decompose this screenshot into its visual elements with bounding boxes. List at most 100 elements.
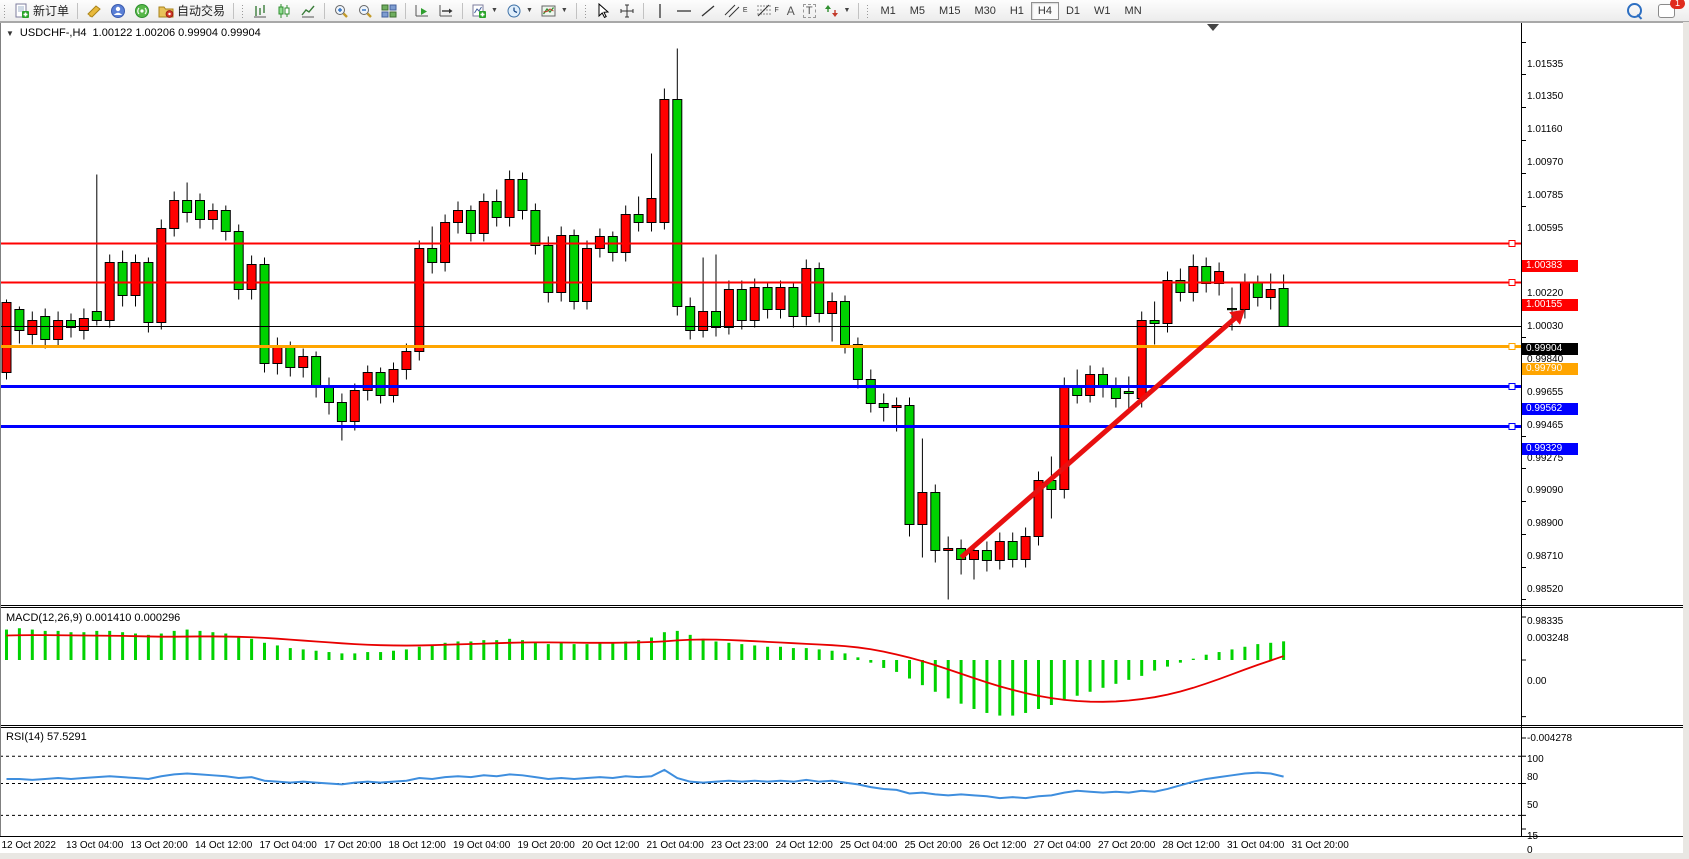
line-chart-button[interactable] — [296, 1, 320, 21]
search-button[interactable] — [1623, 1, 1646, 21]
macd-histogram-bar — [1037, 660, 1040, 709]
time-axis-label: 19 Oct 04:00 — [453, 840, 511, 851]
candle-body — [943, 548, 954, 551]
equidistant-channel-tool-button[interactable]: E — [720, 1, 752, 21]
fibonacci-icon — [756, 3, 772, 19]
macd-histogram-bar — [1191, 658, 1195, 660]
cursor-tool-button[interactable] — [591, 1, 615, 21]
toolbar-grip[interactable] — [241, 3, 246, 18]
macd-histogram-bar — [263, 642, 266, 660]
signals-button[interactable] — [130, 1, 154, 21]
line-end-marker[interactable] — [1508, 343, 1516, 350]
macd-histogram-bar — [237, 636, 241, 660]
macd-histogram-bar — [82, 632, 86, 660]
chart-window[interactable]: ▼ USDCHF-,H4 1.00122 1.00206 0.99904 0.9… — [0, 22, 1689, 859]
price-axis-tick-label: 0.99465 — [1527, 419, 1564, 431]
community-button[interactable] — [106, 1, 130, 21]
trend-arrow-annotation[interactable] — [959, 314, 1240, 560]
candle-body — [994, 541, 1005, 561]
candlestick-chart-button[interactable] — [272, 1, 296, 21]
time-axis-label: 21 Oct 04:00 — [646, 840, 704, 851]
arrows-icon — [824, 3, 840, 19]
timeframe-d1-button[interactable]: D1 — [1065, 4, 1081, 17]
candle-body — [285, 346, 296, 368]
metaeditor-button[interactable] — [82, 1, 106, 21]
autotrading-button[interactable]: 自动交易 — [154, 1, 229, 21]
timeframe-m15-button[interactable]: M15 — [939, 4, 961, 17]
time-axis-label: 24 Oct 12:00 — [775, 840, 833, 851]
macd-histogram-bar — [1243, 646, 1247, 660]
line-end-marker[interactable] — [1508, 240, 1516, 247]
toolbar-grip[interactable] — [583, 3, 588, 18]
vertical-line-tool-button[interactable] — [648, 1, 672, 21]
price-axis-tick-label: 0.99275 — [1527, 452, 1564, 464]
candle-body — [504, 179, 515, 218]
time-axis-label: 26 Oct 12:00 — [969, 840, 1027, 851]
price-line-label: 0.99790 — [1522, 362, 1578, 375]
macd-histogram-bar — [1166, 660, 1169, 667]
zoom-out-button[interactable] — [353, 1, 377, 21]
timeframe-m1-button[interactable]: M1 — [880, 4, 896, 17]
macd-histogram-bar — [521, 640, 524, 660]
arrows-tool-button[interactable]: ▼ — [820, 1, 855, 21]
timeframe-m30-button[interactable]: M30 — [974, 4, 996, 17]
zoom-in-button[interactable] — [329, 1, 353, 21]
price-line-label: 1.00383 — [1522, 259, 1578, 272]
line-end-marker[interactable] — [1508, 279, 1516, 286]
timeframe-mn-button[interactable]: MN — [1124, 4, 1142, 17]
candle-body — [1, 302, 12, 373]
candle-body — [543, 245, 554, 293]
candle-body — [27, 320, 38, 335]
candle-body — [1239, 282, 1250, 310]
macd-histogram-bar — [224, 633, 228, 660]
toolbar-grip[interactable] — [866, 3, 871, 18]
candle-body — [104, 262, 115, 321]
templates-button[interactable]: ▼ — [537, 1, 572, 21]
timeframe-w1-button[interactable]: W1 — [1094, 4, 1111, 17]
candle-body — [775, 287, 786, 310]
toolbar-grip[interactable] — [3, 3, 7, 18]
new-order-button[interactable]: 新订单 — [10, 1, 73, 21]
chart-shift-marker-icon[interactable] — [1207, 24, 1219, 31]
text-tool-button[interactable]: A — [783, 1, 799, 21]
crosshair-tool-button[interactable] — [615, 1, 639, 21]
line-end-marker[interactable] — [1508, 423, 1516, 430]
text-label-tool-button[interactable]: T — [799, 1, 820, 21]
timeframe-h4-button[interactable]: H4 — [1030, 1, 1059, 20]
timeframe-m5-button[interactable]: M5 — [909, 4, 926, 17]
candle-body — [195, 200, 205, 220]
one-click-trading-toggle-icon[interactable]: ▼ — [6, 28, 14, 38]
auto-scroll-button[interactable] — [410, 1, 434, 21]
period-selector-button[interactable]: ▼ — [502, 1, 537, 21]
trendline-tool-button[interactable] — [696, 1, 720, 21]
time-axis-label: 12 Oct 2022 — [1, 840, 56, 851]
candle-body — [1175, 280, 1186, 293]
candle-body — [865, 379, 876, 404]
chart-canvas[interactable] — [0, 22, 1689, 853]
candle-body — [659, 99, 670, 223]
candle-body — [930, 492, 941, 551]
macd-histogram-bar — [134, 633, 137, 660]
chart-shift-button[interactable] — [434, 1, 458, 21]
fibonacci-tool-button[interactable]: F — [752, 1, 783, 21]
macd-histogram-bar — [1049, 660, 1053, 706]
macd-histogram-bar — [1140, 660, 1144, 676]
chat-button[interactable]: 1 — [1654, 0, 1685, 21]
price-line-label: 0.99562 — [1522, 402, 1578, 415]
tile-windows-button[interactable] — [377, 1, 401, 21]
zoom-in-icon — [333, 3, 349, 19]
toolbar: 新订单 自动交易 — [0, 0, 1689, 22]
macd-histogram-bar — [740, 644, 744, 660]
line-end-marker[interactable] — [1508, 383, 1516, 390]
price-axis-tick-label: 0.98710 — [1527, 550, 1564, 562]
horizontal-line-tool-button[interactable] — [672, 1, 696, 21]
price-axis-tick-label: 1.00030 — [1527, 320, 1564, 332]
auto-scroll-icon — [414, 3, 430, 19]
timeframe-h1-button[interactable]: H1 — [1009, 4, 1024, 17]
bar-chart-button[interactable] — [248, 1, 272, 21]
time-axis-label: 23 Oct 23:00 — [711, 840, 769, 851]
macd-histogram-bar — [585, 644, 589, 660]
macd-histogram-bar — [250, 638, 254, 660]
new-chart-button[interactable]: ▼ — [467, 1, 502, 21]
